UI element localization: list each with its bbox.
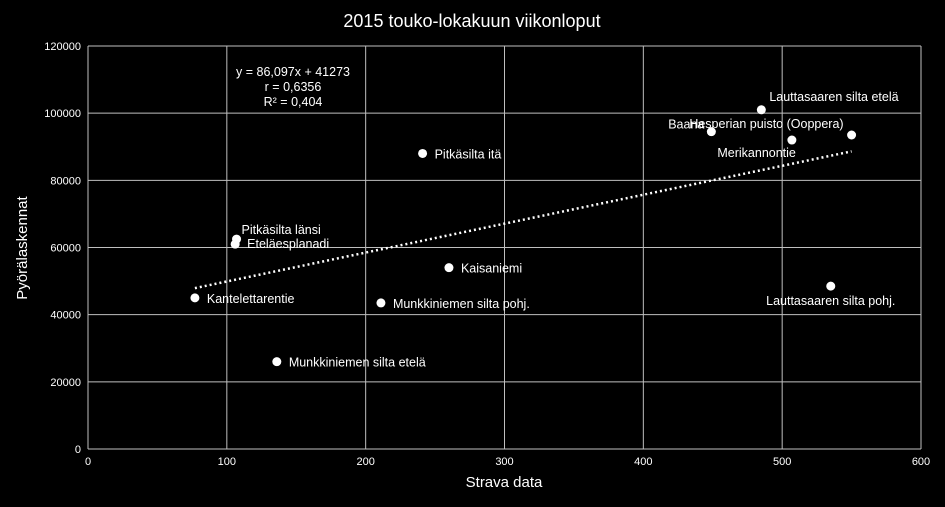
data-point bbox=[190, 293, 200, 303]
y-tick-label: 20000 bbox=[50, 377, 81, 389]
y-tick-label: 0 bbox=[75, 444, 81, 456]
point-label: Kaisaniemi bbox=[461, 262, 522, 276]
point-label: Hesperian puisto (Ooppera) bbox=[689, 117, 843, 131]
point-label: Pitkäsilta länsi bbox=[242, 223, 321, 237]
gridlines bbox=[87, 45, 922, 450]
x-tick-label: 600 bbox=[912, 456, 930, 468]
trendline-group bbox=[194, 150, 852, 290]
point-label: Pitkäsilta itä bbox=[435, 147, 502, 161]
point-label: Baana bbox=[668, 118, 704, 132]
x-tick-label: 400 bbox=[634, 456, 652, 468]
point-label: Munkkiniemen silta pohj. bbox=[393, 297, 530, 311]
data-points bbox=[190, 105, 857, 367]
data-point bbox=[847, 130, 857, 140]
x-tick-label: 200 bbox=[356, 456, 374, 468]
point-label: Merikannontie bbox=[717, 146, 796, 160]
data-point bbox=[787, 135, 797, 145]
y-tick-label: 60000 bbox=[50, 243, 81, 255]
trendline-equation: y = 86,097x + 41273 r = 0,6356 R² = 0,40… bbox=[236, 65, 350, 109]
y-tick-label: 40000 bbox=[50, 310, 81, 322]
data-point bbox=[706, 127, 716, 137]
x-tick-label: 500 bbox=[773, 456, 791, 468]
y-tick-label: 80000 bbox=[50, 175, 81, 187]
chart-title: 2015 touko-lokakuun viikonloput bbox=[343, 11, 600, 31]
data-point bbox=[272, 357, 282, 367]
y-tick-label: 120000 bbox=[44, 41, 81, 53]
x-axis-title: Strava data bbox=[466, 474, 543, 491]
x-tick-label: 0 bbox=[85, 456, 91, 468]
data-point bbox=[376, 298, 386, 308]
data-point bbox=[418, 148, 428, 158]
data-point bbox=[230, 239, 240, 249]
point-label: Lauttasaaren silta pohj. bbox=[766, 294, 895, 308]
data-point bbox=[444, 263, 454, 273]
x-tick-label: 300 bbox=[495, 456, 513, 468]
point-label: Munkkiniemen silta etelä bbox=[289, 356, 426, 370]
data-point bbox=[756, 105, 766, 115]
x-tick-label: 100 bbox=[218, 456, 236, 468]
y-tick-label: 100000 bbox=[44, 108, 81, 120]
trendline bbox=[194, 150, 852, 290]
axes: 0 100 200 300 400 500 600 0 20000 40000 60000 80000… bbox=[44, 41, 930, 468]
r-squared-line: R² = 0,404 bbox=[264, 95, 323, 109]
point-labels: Kantelettarentie Pitkäsilta länsiEteläesp… bbox=[207, 90, 899, 370]
point-label: Kantelettarentie bbox=[207, 292, 295, 306]
correlation-line: r = 0,6356 bbox=[265, 80, 322, 94]
point-label: Lauttasaaren silta etelä bbox=[769, 90, 898, 104]
data-point bbox=[826, 281, 836, 291]
y-axis-title: Pyörälaskennat bbox=[14, 195, 31, 299]
point-label: Eteläesplanadi bbox=[247, 237, 329, 251]
equation-line: y = 86,097x + 41273 bbox=[236, 65, 350, 79]
